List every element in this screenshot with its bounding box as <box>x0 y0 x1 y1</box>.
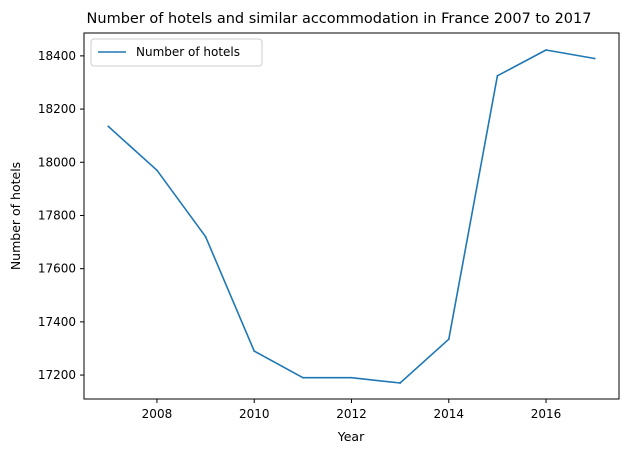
x-tick-label: 2012 <box>336 407 367 421</box>
data-point <box>399 382 402 384</box>
y-tick-label: 17800 <box>38 208 76 222</box>
y-axis: 17200 17400 17600 17800 18000 18200 18400 <box>38 49 84 382</box>
plot-area <box>83 32 620 400</box>
y-tick-label: 17200 <box>38 368 76 382</box>
x-tick-label: 2016 <box>531 407 562 421</box>
data-point <box>447 338 450 341</box>
data-point <box>107 125 110 128</box>
legend-label: Number of hotels <box>136 45 240 59</box>
data-point <box>350 376 353 379</box>
chart-title: Number of hotels and similar accommodati… <box>87 11 592 27</box>
x-axis-label: Year <box>337 429 365 444</box>
x-axis: 2008 2010 2012 2014 2016 <box>142 399 562 421</box>
data-point <box>593 57 596 60</box>
y-tick-label: 18200 <box>38 102 76 116</box>
data-point <box>496 74 499 77</box>
data-point <box>301 376 304 379</box>
legend-box <box>90 38 263 67</box>
y-tick-label: 17600 <box>38 262 76 276</box>
y-tick-label: 18400 <box>38 49 76 63</box>
x-tick-label: 2010 <box>239 407 270 421</box>
data-point <box>253 350 256 353</box>
data-point <box>204 235 207 238</box>
series-layer <box>107 49 596 384</box>
y-tick-label: 18000 <box>38 155 76 169</box>
x-tick-label: 2014 <box>433 407 464 421</box>
y-axis-label: Number of hotels <box>8 162 23 270</box>
data-point <box>156 169 158 172</box>
x-tick-label: 2008 <box>142 407 173 421</box>
y-tick-label: 17400 <box>38 315 76 329</box>
data-point <box>545 49 547 51</box>
legend: Number of hotels <box>90 38 263 67</box>
